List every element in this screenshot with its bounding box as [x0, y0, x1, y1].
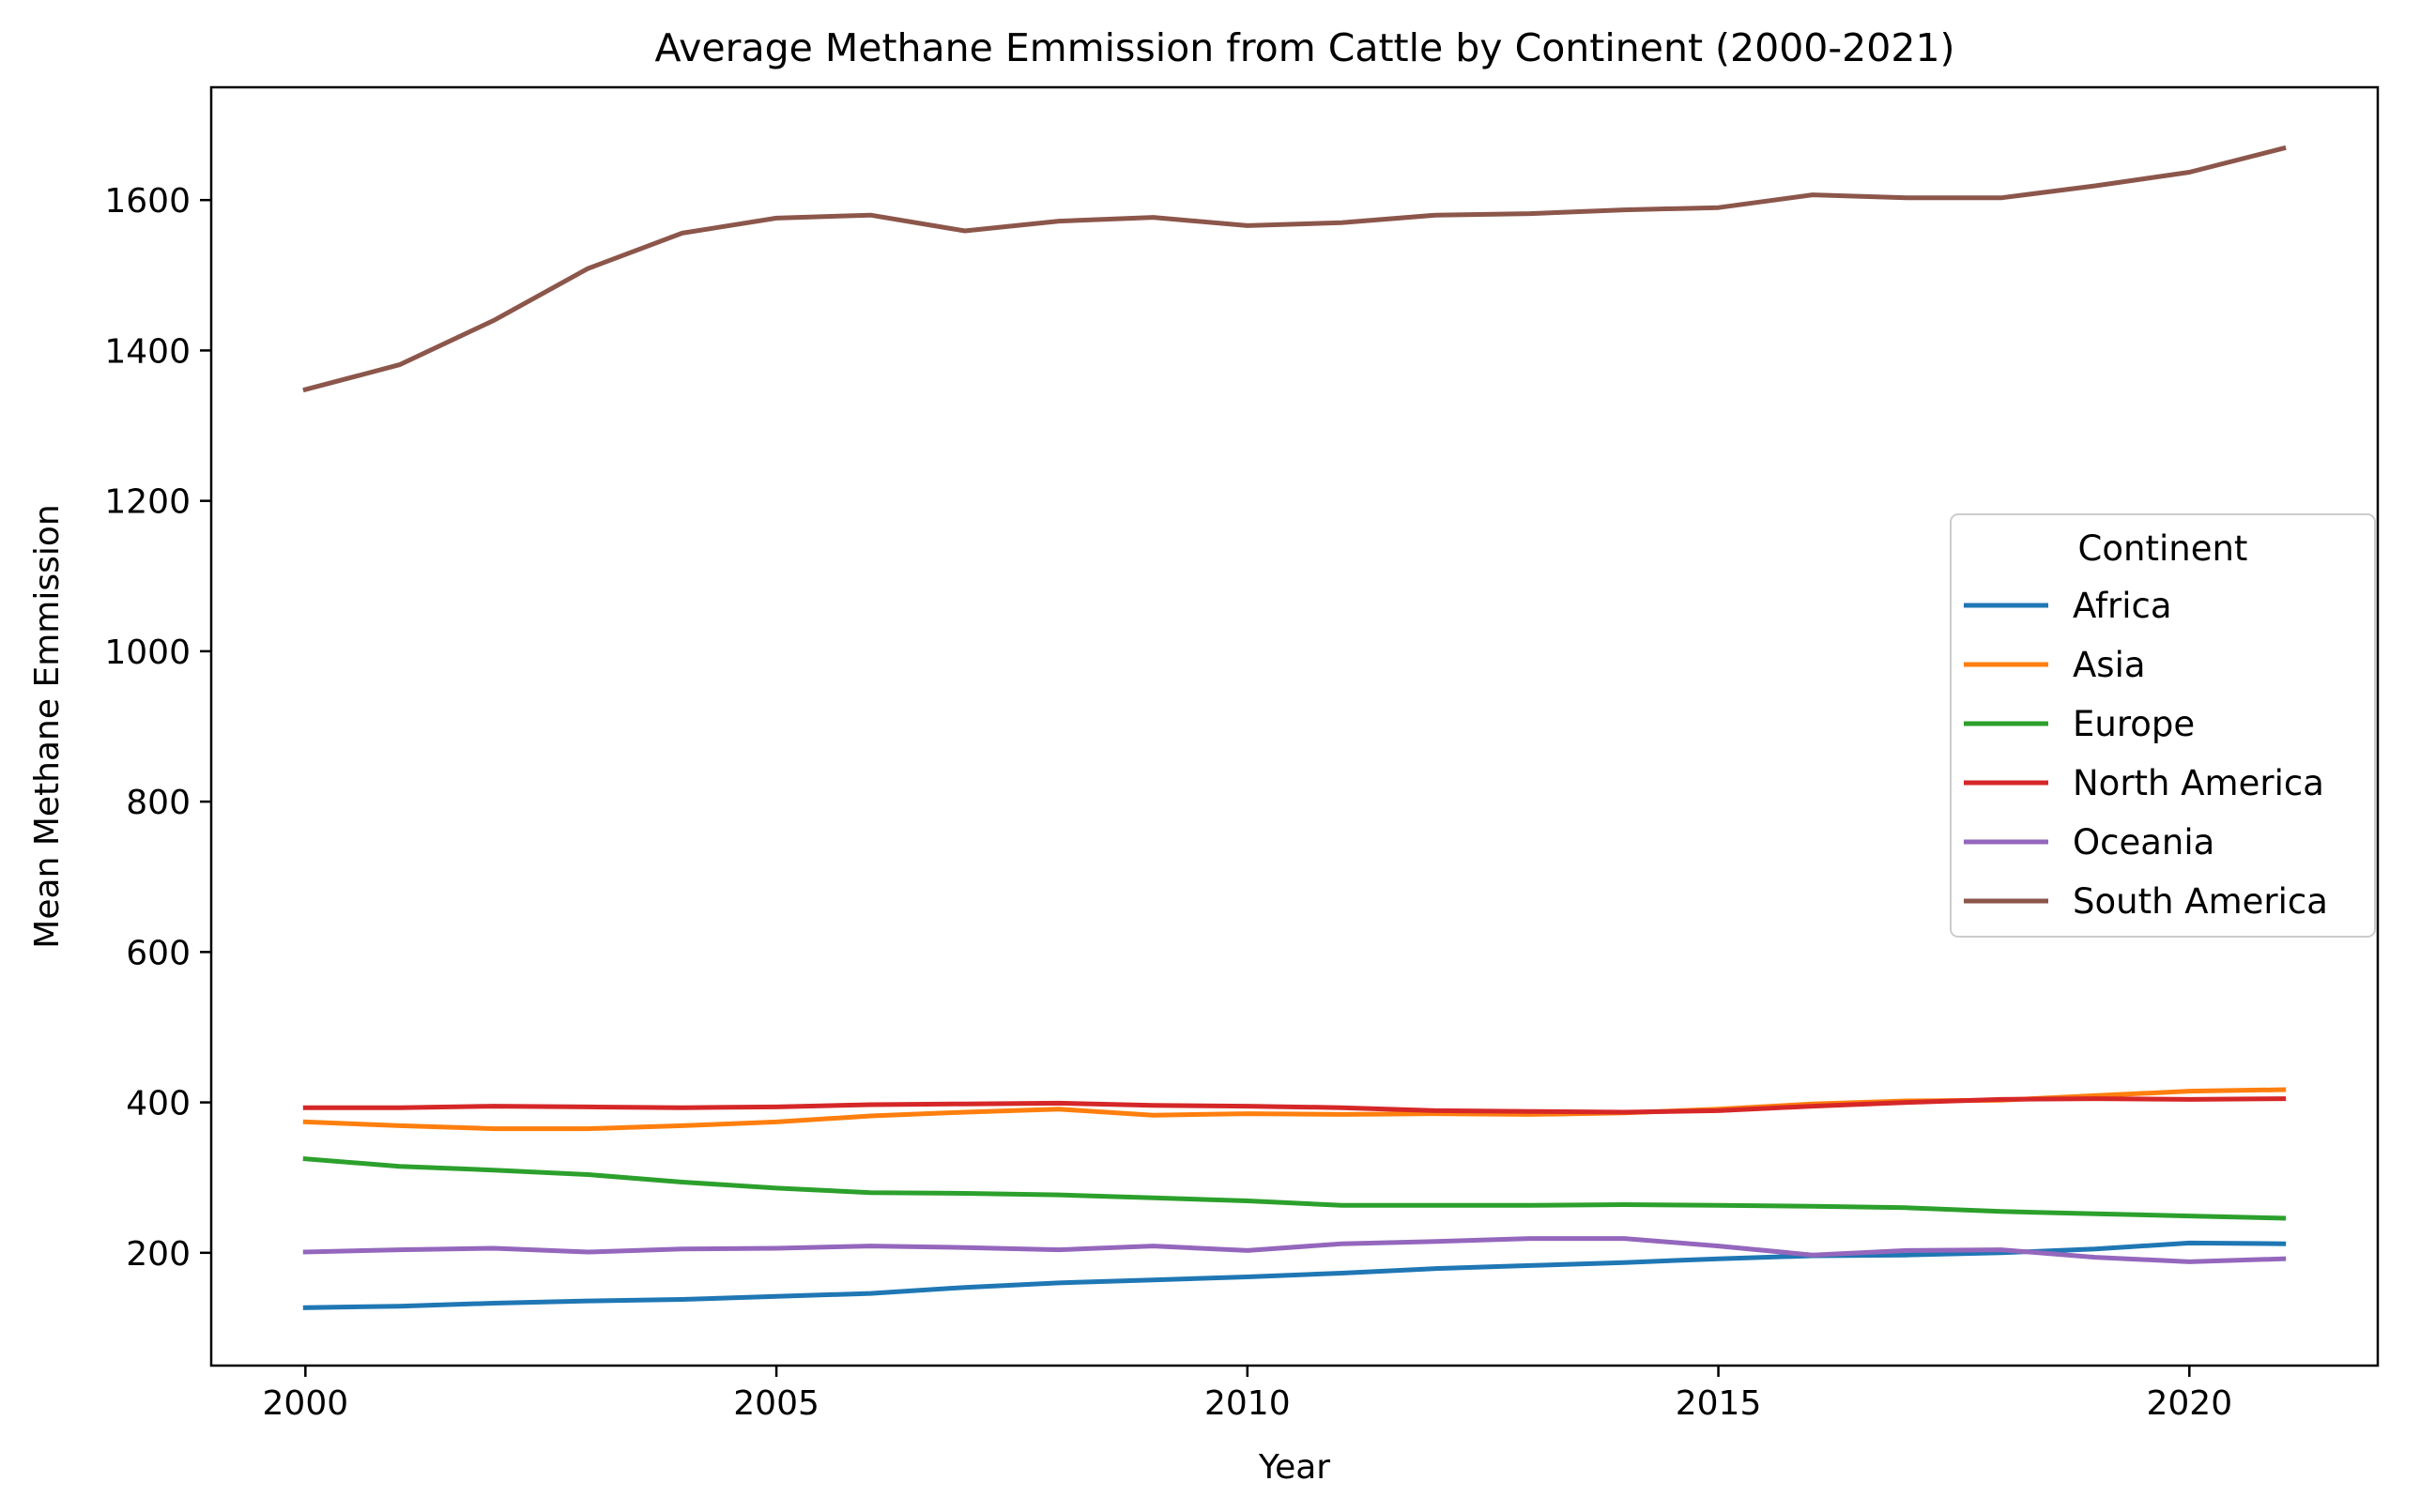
- legend: Continent Africa Asia Europe North America O…: [1950, 513, 2376, 938]
- legend-entry-asia: Asia: [1964, 645, 2146, 685]
- x-tick-label: 2005: [733, 1384, 819, 1423]
- x-tick-label: 2010: [1204, 1384, 1291, 1423]
- legend-title: Continent: [2078, 528, 2248, 569]
- legend-label: Africa: [2073, 586, 2172, 626]
- legend-box: [1950, 513, 2376, 938]
- series-line-south-america: [302, 145, 2287, 393]
- legend-label: Asia: [2073, 645, 2146, 685]
- series-line-africa: [302, 1240, 2287, 1310]
- chart-title: Average Methane Emmission from Cattle by…: [654, 25, 1954, 70]
- series-line-oceania: [302, 1236, 2287, 1264]
- y-tick-label: 1000: [104, 634, 191, 672]
- legend-entry-south-america: South America: [1964, 881, 2328, 922]
- y-tick-label: 1400: [104, 332, 191, 371]
- y-tick-label: 1600: [104, 182, 191, 221]
- legend-entry-oceania: Oceania: [1964, 822, 2214, 863]
- legend-entry-north-america: North America: [1964, 763, 2324, 803]
- series-lines: [302, 145, 2287, 1310]
- x-tick-label: 2015: [1676, 1384, 1762, 1423]
- legend-label: North America: [2073, 763, 2324, 803]
- legend-entry-africa: Africa: [1964, 586, 2172, 626]
- series-line-north-america: [302, 1096, 2287, 1115]
- x-tick-label: 2020: [2146, 1384, 2232, 1423]
- y-tick-label: 400: [126, 1085, 191, 1123]
- x-axis-ticks: 2000 2005 2010 2015 2020: [263, 1366, 2232, 1423]
- legend-label: South America: [2073, 881, 2328, 922]
- plot-frame: [209, 85, 2380, 1367]
- x-tick-label: 2000: [263, 1384, 349, 1423]
- y-tick-label: 800: [126, 784, 191, 822]
- series-line-europe: [302, 1156, 2287, 1221]
- legend-label: Oceania: [2073, 822, 2214, 863]
- y-tick-label: 1200: [104, 483, 191, 522]
- legend-label: Europe: [2073, 704, 2195, 744]
- y-tick-label: 600: [126, 934, 191, 972]
- y-tick-label: 200: [126, 1235, 191, 1274]
- x-axis-label: Year: [1258, 1448, 1330, 1487]
- legend-entry-europe: Europe: [1964, 704, 2195, 744]
- y-axis-ticks: 200 400 600 800 1000 1200 1400 1600: [104, 182, 211, 1274]
- y-axis-label: Mean Methane Emmission: [28, 504, 67, 948]
- legend-entries: Africa Asia Europe North America Oceania Sout…: [1964, 586, 2328, 922]
